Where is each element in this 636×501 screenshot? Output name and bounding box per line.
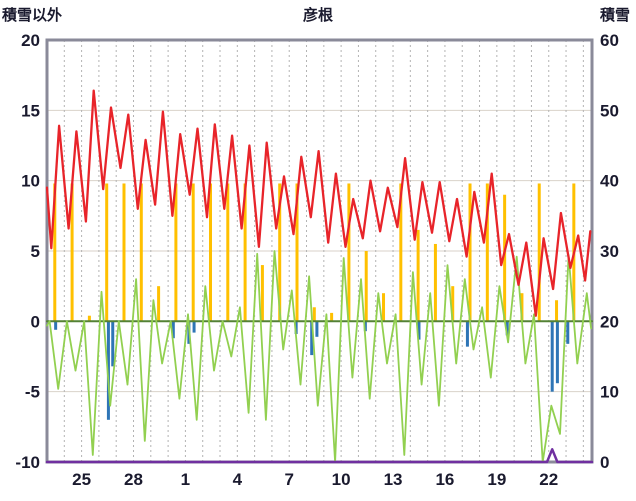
snowdepth-line-series <box>45 448 594 464</box>
x-tick-label: 16 <box>435 470 454 489</box>
left-tick-label: -10 <box>15 453 40 472</box>
right-axis-title: 積雪 <box>599 7 630 24</box>
x-tick-label: 10 <box>332 470 351 489</box>
x-tick-label: 7 <box>284 470 293 489</box>
x-tick-label: 19 <box>487 470 506 489</box>
right-tick-label: 50 <box>600 101 619 120</box>
v-gridlines <box>63 40 584 462</box>
left-tick-label: -5 <box>25 383 40 402</box>
chart-title: 彦根 <box>302 7 333 24</box>
green-line-series <box>46 250 592 463</box>
x-tick-label: 28 <box>124 470 143 489</box>
x-tick-label: 22 <box>539 470 558 489</box>
right-tick-label: 60 <box>600 31 619 50</box>
x-tick-label: 1 <box>181 470 190 489</box>
left-tick-label: 0 <box>31 312 40 331</box>
left-axis-ticks: 20 15 10 5 0 -5 -10 <box>15 31 40 472</box>
right-tick-label: 10 <box>600 383 619 402</box>
x-axis-ticks: 25 28 1 4 7 10 13 16 19 22 <box>72 470 558 489</box>
right-tick-label: 30 <box>600 242 619 261</box>
left-tick-label: 15 <box>21 101 40 120</box>
left-axis-title: 積雪以外 <box>2 7 63 24</box>
left-tick-label: 20 <box>21 31 40 50</box>
right-tick-label: 20 <box>600 312 619 331</box>
left-tick-label: 10 <box>21 172 40 191</box>
x-tick-label: 25 <box>72 470 91 489</box>
sunshine-bars-series <box>53 183 576 322</box>
x-tick-label: 4 <box>233 470 243 489</box>
right-axis-ticks: 60 50 40 30 20 10 0 <box>600 31 619 472</box>
red-line-series <box>45 89 592 317</box>
x-tick-label: 13 <box>384 470 403 489</box>
left-tick-label: 5 <box>31 242 40 261</box>
right-tick-label: 0 <box>600 453 609 472</box>
right-tick-label: 40 <box>600 172 619 191</box>
